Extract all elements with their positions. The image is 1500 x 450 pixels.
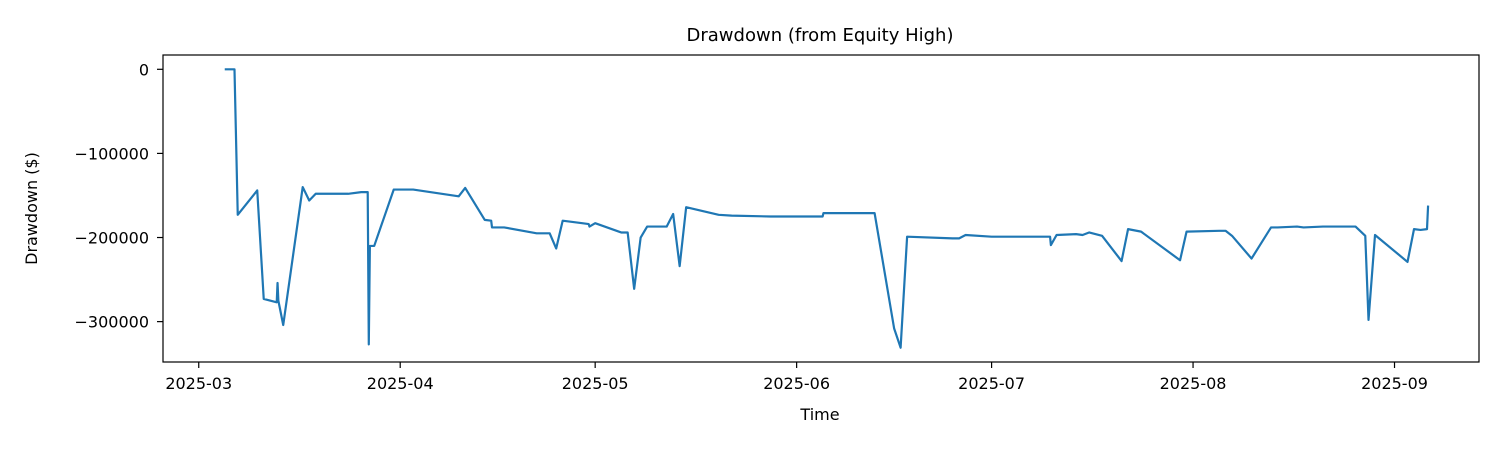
x-axis-ticks: 2025-03 2025-04 2025-05 2025-06 2025-07 2025-…	[165, 362, 1428, 393]
x-tick-label: 2025-07	[958, 374, 1025, 393]
x-tick-label: 2025-08	[1160, 374, 1227, 393]
x-tick-label: 2025-09	[1361, 374, 1428, 393]
x-tick-label: 2025-06	[763, 374, 830, 393]
x-axis-label: Time	[799, 405, 839, 424]
x-tick-label: 2025-05	[562, 374, 629, 393]
x-tick-label: 2025-04	[367, 374, 434, 393]
y-tick-label: −200000	[75, 229, 149, 248]
y-tick-label: −100000	[75, 144, 149, 163]
y-tick-label: −300000	[75, 313, 149, 332]
x-tick-label: 2025-03	[165, 374, 232, 393]
series-line	[224, 68, 1430, 349]
y-axis-ticks: 0 −100000 −200000 −300000	[75, 60, 163, 332]
y-tick-label: 0	[139, 60, 149, 79]
plot-frame	[162, 54, 1480, 363]
chart-title: Drawdown (from Equity High)	[687, 25, 954, 46]
y-axis-label: Drawdown ($)	[22, 152, 41, 265]
